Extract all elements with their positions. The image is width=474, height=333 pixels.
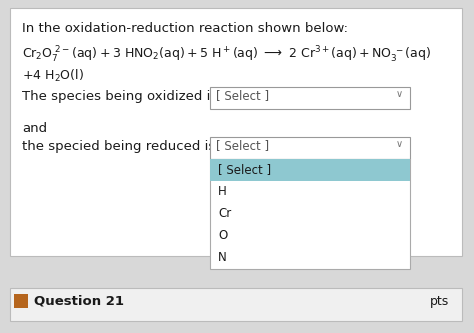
Text: [ Select ]: [ Select ] [218, 163, 271, 176]
Text: $\mathregular{Cr_2O_7^{\ 2-}(aq) + 3\ HNO_2(aq) + 5\ H^+(aq)\ \longrightarrow\ 2: $\mathregular{Cr_2O_7^{\ 2-}(aq) + 3\ HN… [22, 45, 431, 65]
Text: O: O [218, 229, 227, 242]
Text: ∨: ∨ [396, 139, 403, 149]
Bar [14, 294, 28, 308]
Text: [ Select ]: [ Select ] [216, 89, 269, 102]
Text: and: and [22, 122, 47, 135]
Text: N: N [218, 251, 227, 264]
Bar [210, 159, 410, 181]
Text: the specied being reduced is: the specied being reduced is [22, 140, 215, 153]
Text: [ Select ]: [ Select ] [216, 139, 269, 152]
Text: The species being oxidized is: The species being oxidized is [22, 90, 217, 103]
Bar [210, 137, 410, 159]
Bar [10, 288, 462, 321]
Text: $\mathregular{+ 4\ H_2O(l)}$: $\mathregular{+ 4\ H_2O(l)}$ [22, 68, 84, 84]
Bar [210, 87, 410, 109]
Text: H: H [218, 185, 227, 198]
Text: Question 21: Question 21 [34, 295, 124, 308]
Text: ∨: ∨ [396, 89, 403, 99]
Bar [210, 159, 410, 269]
Text: Cr: Cr [218, 207, 231, 220]
Text: In the oxidation-reduction reaction shown below:: In the oxidation-reduction reaction show… [22, 22, 348, 35]
Bar [10, 8, 462, 256]
Text: pts: pts [430, 295, 449, 308]
